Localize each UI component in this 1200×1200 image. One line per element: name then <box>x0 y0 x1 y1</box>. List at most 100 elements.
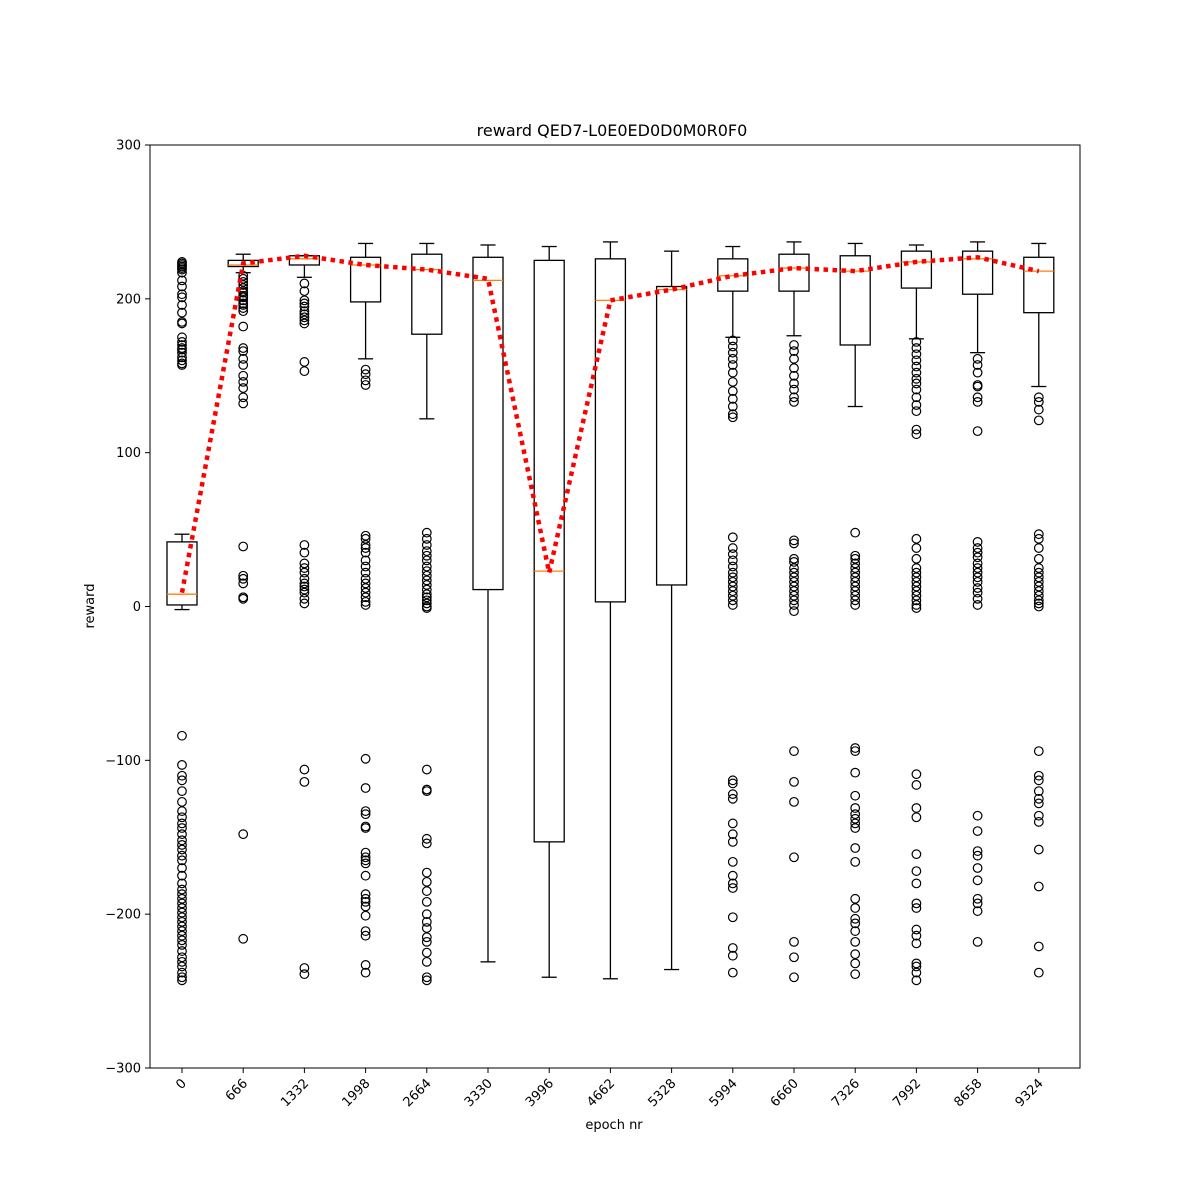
flier-point <box>360 380 371 390</box>
flier-point <box>238 295 249 306</box>
flier-point <box>789 392 799 403</box>
flier-point <box>789 397 799 407</box>
flier-point <box>360 823 371 833</box>
flier-point <box>727 335 738 346</box>
flier-point <box>727 401 738 412</box>
flier-point <box>299 306 310 317</box>
flier-point <box>421 833 432 844</box>
flier-point <box>1033 793 1044 804</box>
flier-point <box>1033 798 1044 809</box>
box-iqr <box>166 541 198 606</box>
flier-point <box>421 580 432 590</box>
flier-point <box>850 958 861 969</box>
flier-point <box>911 967 922 978</box>
flier-point <box>727 412 738 423</box>
flier-point <box>972 898 983 909</box>
flier-point <box>727 836 738 847</box>
flier-point <box>360 375 371 386</box>
flier-point <box>972 572 983 583</box>
flier-point <box>850 595 861 606</box>
flier-point <box>177 796 187 807</box>
flier-point <box>238 398 249 409</box>
flier-point <box>972 846 983 856</box>
flier-point <box>789 796 799 807</box>
flier-point <box>727 360 738 370</box>
flier-point <box>299 295 310 306</box>
flier-point <box>421 947 432 958</box>
flier-point <box>850 936 861 947</box>
y-tick-label: 300 <box>116 139 141 154</box>
flier-point <box>177 264 187 275</box>
box-iqr <box>717 258 749 292</box>
flier-point <box>789 936 799 947</box>
flier-point <box>1033 810 1044 821</box>
flier-point <box>727 377 738 387</box>
flier-point <box>1033 529 1044 540</box>
flier-point <box>177 775 187 786</box>
y-tick-label: −200 <box>105 908 141 923</box>
flier-point <box>911 586 922 597</box>
flier-point <box>789 572 799 583</box>
box-0 <box>166 257 198 986</box>
flier-point <box>421 595 432 606</box>
flier-point <box>177 823 187 833</box>
flier-point <box>727 532 738 543</box>
flier-point <box>360 960 371 970</box>
flier-point <box>911 878 922 889</box>
flier-point <box>1033 397 1044 407</box>
flier-point <box>911 576 922 587</box>
flier-point <box>727 870 738 881</box>
flier-point <box>238 383 249 393</box>
flier-point <box>972 906 983 916</box>
flier-point <box>972 543 983 553</box>
flier-point <box>911 849 922 860</box>
flier-point <box>1033 581 1044 592</box>
flier-point <box>1033 533 1044 544</box>
flier-point <box>421 932 432 943</box>
flier-point <box>850 767 861 778</box>
flier-point <box>911 553 922 564</box>
flier-point <box>789 370 799 381</box>
flier-point <box>177 835 187 846</box>
flier-point <box>238 593 249 604</box>
flier-point <box>850 843 861 853</box>
flier-point <box>850 563 861 573</box>
box-iqr <box>961 250 994 295</box>
flier-point <box>421 786 432 796</box>
flier-point <box>972 593 983 604</box>
box-1998 <box>349 242 382 978</box>
flier-point <box>850 590 861 601</box>
flier-point <box>1033 967 1044 978</box>
flier-point <box>911 958 922 969</box>
flier-point <box>727 883 738 893</box>
flier-point <box>421 956 432 967</box>
mean-line <box>179 253 1040 594</box>
flier-point <box>789 563 799 573</box>
flier-point <box>299 558 310 569</box>
flier-point <box>360 530 371 541</box>
flier-point <box>789 852 799 863</box>
flier-point <box>727 829 738 840</box>
plot-area <box>166 241 1055 986</box>
flier-point <box>177 972 187 983</box>
flier-point <box>972 875 983 886</box>
flier-point <box>789 576 799 587</box>
y-tick-label: 200 <box>116 292 141 307</box>
flier-point <box>727 409 738 420</box>
flier-point <box>177 806 187 816</box>
flier-point <box>360 600 371 610</box>
flier-point <box>177 946 187 956</box>
flier-point <box>238 360 249 370</box>
flier-point <box>911 581 922 592</box>
flier-point <box>421 972 432 983</box>
flier-point <box>360 967 371 978</box>
flier-point <box>177 267 187 278</box>
flier-point <box>299 563 310 573</box>
flier-point <box>360 858 371 869</box>
flier-point <box>360 901 371 912</box>
flier-point <box>421 923 432 933</box>
flier-point <box>727 912 738 923</box>
flier-point <box>177 770 187 781</box>
flier-point <box>177 307 187 318</box>
flier-point <box>360 809 371 820</box>
